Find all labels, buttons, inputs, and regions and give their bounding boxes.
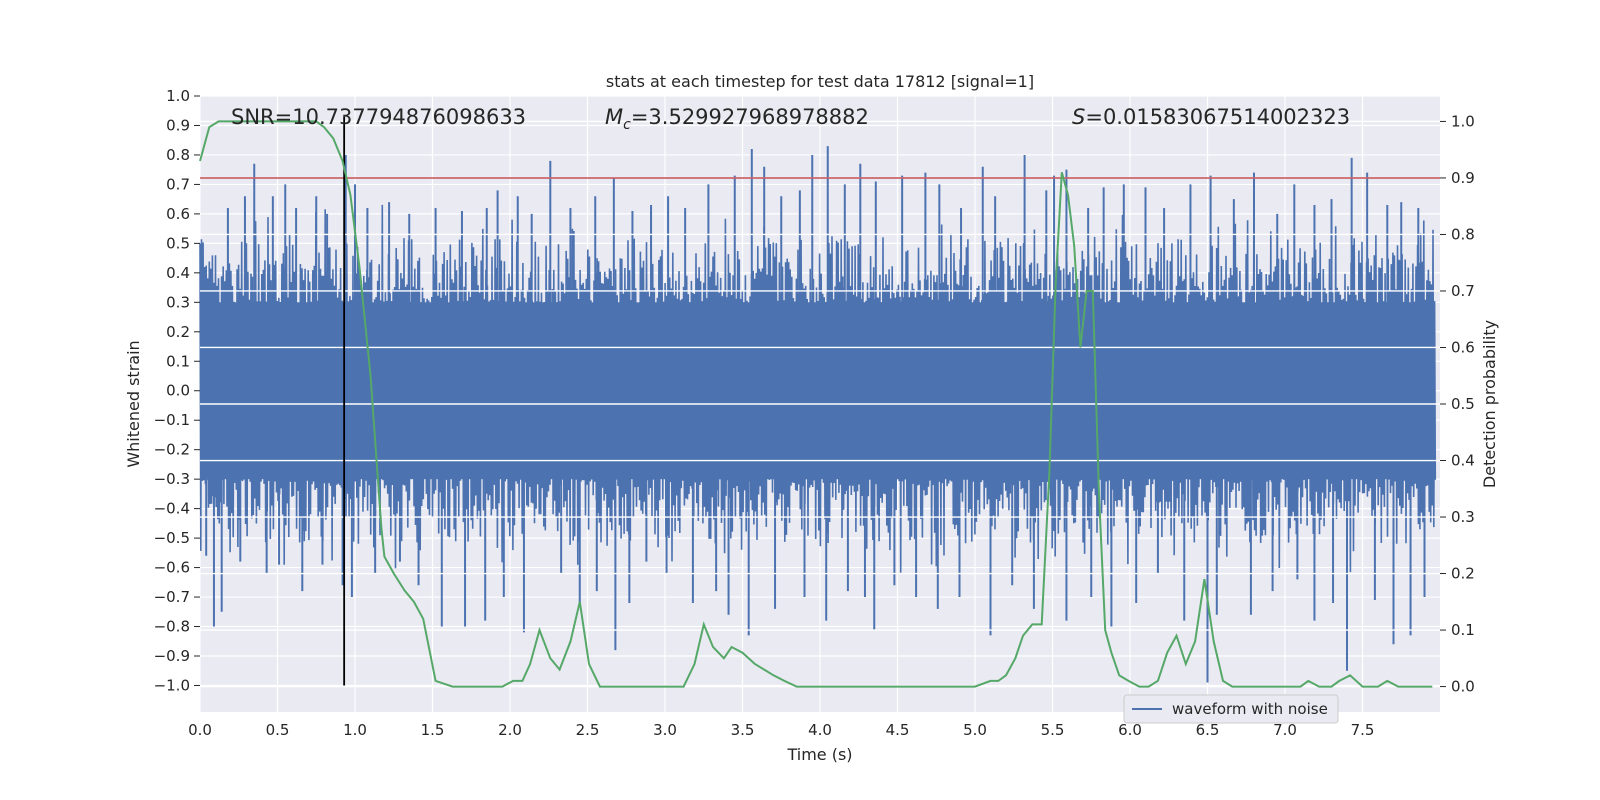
x-tick-label: 7.5 bbox=[1351, 721, 1375, 739]
x-tick-label: 6.0 bbox=[1118, 721, 1142, 739]
x-tick-label: 6.5 bbox=[1196, 721, 1220, 739]
chirp-mass-value: =3.529927968978882 bbox=[631, 105, 869, 129]
y2-tick-label: 1.0 bbox=[1451, 112, 1475, 130]
y-tick-label: 0.4 bbox=[166, 264, 190, 282]
y-tick-label: −0.3 bbox=[154, 470, 190, 488]
x-axis-label: Time (s) bbox=[786, 745, 852, 764]
waveform-line bbox=[199, 204, 1437, 573]
y-tick-label: 0.8 bbox=[166, 146, 190, 164]
y-tick-label: −0.7 bbox=[154, 588, 190, 606]
y-tick-label: 0.0 bbox=[166, 382, 190, 400]
detection-probability-series bbox=[199, 120, 1433, 688]
y2-tick-label: 0.2 bbox=[1451, 565, 1475, 583]
y-tick-label: 0.5 bbox=[166, 234, 190, 252]
legend-box bbox=[1123, 694, 1339, 724]
y-tick-label: −0.6 bbox=[154, 559, 190, 577]
y2-tick-label: 0.1 bbox=[1451, 621, 1475, 639]
y-tick-label: 0.7 bbox=[166, 175, 190, 193]
y-tick-label: −0.4 bbox=[154, 500, 190, 518]
x-tick-label: 0.0 bbox=[188, 721, 212, 739]
y2-axis-label: Detection probability bbox=[1480, 320, 1499, 488]
y-tick-label: 0.6 bbox=[166, 205, 190, 223]
y-tick-label: 0.3 bbox=[166, 293, 190, 311]
y-tick-label: 0.9 bbox=[166, 116, 190, 134]
chirp-mass-subscript: c bbox=[623, 117, 631, 133]
snr-annotation: SNR=10.737794876098633 bbox=[231, 105, 526, 129]
y-tick-label: −0.8 bbox=[154, 618, 190, 636]
y-tick-label: 0.2 bbox=[166, 323, 190, 341]
s-annotation: S=0.01583067514002323 bbox=[1072, 105, 1350, 129]
x-tick-label: 5.5 bbox=[1041, 721, 1065, 739]
y2-tick-label: 0.5 bbox=[1451, 395, 1475, 413]
y2-tick-label: 0.3 bbox=[1451, 508, 1475, 526]
y2-tick-label: 0.6 bbox=[1451, 338, 1475, 356]
y2-axis-ticks: 1.0 0.9 0.8 0.7 0.6 0.5 0.4 0.3 0.2 0.1 0.0 bbox=[1440, 112, 1475, 696]
x-tick-label: 1.5 bbox=[421, 721, 445, 739]
y-tick-label: 1.0 bbox=[166, 87, 190, 105]
chirp-mass-annotation: Mc=3.529927968978882 bbox=[605, 105, 869, 133]
x-tick-label: 3.0 bbox=[653, 721, 677, 739]
y2-tick-label: 0.4 bbox=[1451, 452, 1475, 470]
waveform-with-noise-series bbox=[199, 146, 1437, 683]
x-tick-label: 2.5 bbox=[576, 721, 600, 739]
y2-tick-label: 0.7 bbox=[1451, 282, 1475, 300]
chirp-mass-symbol: M bbox=[605, 105, 623, 129]
x-tick-label: 5.0 bbox=[963, 721, 987, 739]
x-axis-ticks: 0.0 0.5 1.0 1.5 2.0 2.5 3.0 3.5 4.0 4.5 5.0 5.5 6.0 6… bbox=[188, 721, 1374, 739]
y-tick-label: −0.1 bbox=[154, 411, 190, 429]
overlay bbox=[200, 116, 1440, 688]
x-tick-label: 2.0 bbox=[498, 721, 522, 739]
y-axis-ticks: 1.0 0.9 0.8 0.7 0.6 0.5 0.4 0.3 0.2 0.1 0.0 −0.1 −0.… bbox=[154, 87, 200, 694]
y-tick-label: −0.2 bbox=[154, 441, 190, 459]
legend: waveform with noise bbox=[1123, 694, 1339, 724]
x-tick-label: 1.0 bbox=[343, 721, 367, 739]
x-tick-label: 7.0 bbox=[1273, 721, 1297, 739]
y2-tick-label: 0.8 bbox=[1451, 225, 1475, 243]
legend-label: waveform with noise bbox=[1172, 700, 1328, 718]
x-tick-label: 4.0 bbox=[808, 721, 832, 739]
y-tick-label: 0.1 bbox=[166, 352, 190, 370]
s-value: =0.01583067514002323 bbox=[1085, 105, 1350, 129]
x-tick-label: 3.5 bbox=[731, 721, 755, 739]
y-tick-label: −0.5 bbox=[154, 529, 190, 547]
y-tick-label: −0.9 bbox=[154, 647, 190, 665]
x-tick-label: 0.5 bbox=[266, 721, 290, 739]
y-tick-label: −1.0 bbox=[154, 676, 190, 694]
y2-tick-label: 0.9 bbox=[1451, 169, 1475, 187]
probability-line bbox=[199, 120, 1433, 688]
x-tick-label: 4.5 bbox=[886, 721, 910, 739]
s-symbol: S bbox=[1072, 105, 1085, 129]
y-axis-label: Whitened strain bbox=[124, 340, 143, 467]
chart-title: stats at each timestep for test data 178… bbox=[606, 72, 1034, 91]
y2-tick-label: 0.0 bbox=[1451, 678, 1475, 696]
